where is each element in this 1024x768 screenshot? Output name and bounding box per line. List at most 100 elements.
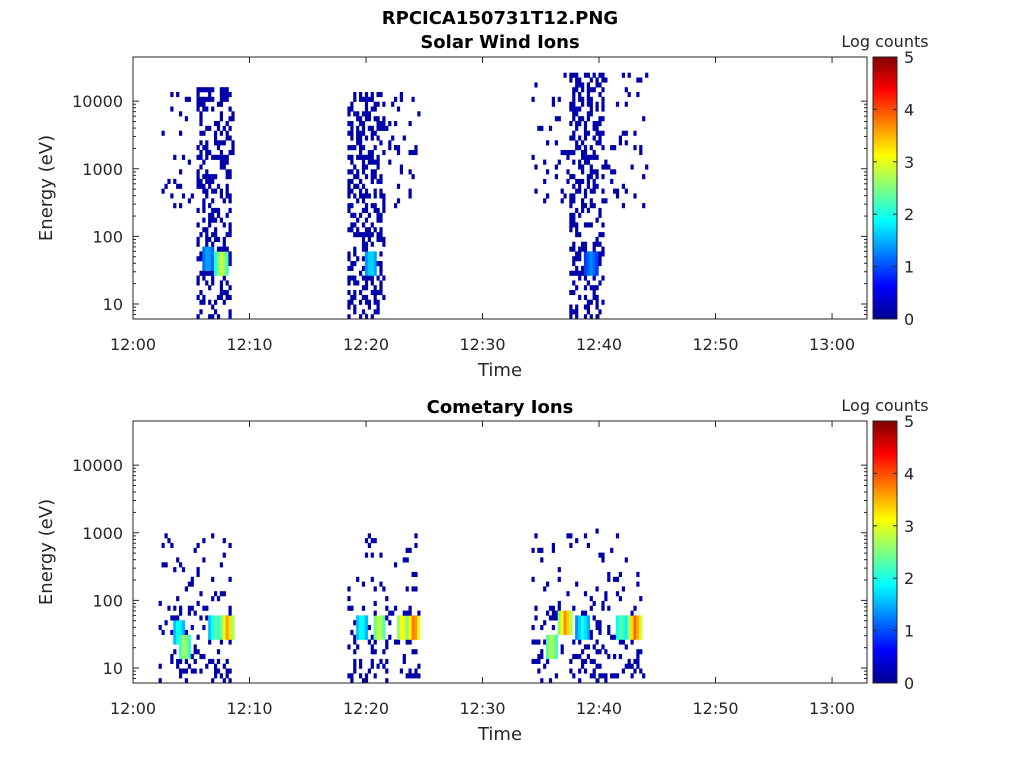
heatmap-cell — [586, 207, 590, 213]
heatmap-cell — [205, 150, 209, 156]
heatmap-cell — [225, 174, 229, 180]
heatmap-cell — [225, 673, 229, 679]
heatmap-cell — [225, 154, 229, 160]
heatmap-cell — [394, 121, 398, 127]
heatmap-cell — [173, 605, 177, 611]
heatmap-cell — [408, 634, 412, 640]
heatmap-cell — [557, 576, 561, 582]
heatmap-cell — [382, 203, 386, 209]
heatmap-cell — [208, 178, 212, 184]
heatmap-cell — [231, 634, 235, 640]
heatmap-cell — [572, 246, 576, 252]
heatmap-cell — [196, 92, 200, 98]
heatmap-cell — [167, 538, 171, 544]
heatmap-cell — [211, 188, 215, 194]
heatmap-cell — [581, 207, 585, 213]
heatmap-cell — [595, 663, 599, 669]
heatmap-cell — [202, 605, 206, 611]
heatmap-cell — [598, 232, 602, 238]
heatmap-cell — [211, 174, 215, 180]
heatmap-cell — [405, 625, 409, 631]
heatmap-cell — [359, 663, 363, 669]
heatmap-cell — [613, 145, 617, 151]
heatmap-cell — [414, 625, 418, 631]
heatmap-cell — [211, 256, 215, 262]
heatmap-cell — [575, 72, 579, 78]
heatmap-cell — [231, 615, 235, 621]
heatmap-cell — [572, 150, 576, 156]
heatmap-cell — [211, 212, 215, 218]
heatmap-cell — [586, 256, 590, 262]
plot-frame — [132, 420, 868, 684]
heatmap-cell — [222, 663, 226, 669]
heatmap-cell — [225, 658, 229, 664]
heatmap-cell — [228, 285, 232, 291]
heatmap-cell — [598, 256, 602, 262]
heatmap-cell — [405, 586, 409, 592]
heatmap-cell — [364, 164, 369, 170]
x-tick-label: 12:10 — [226, 335, 272, 354]
heatmap-cell — [583, 125, 588, 131]
heatmap-cell — [589, 96, 593, 102]
heatmap-cell — [575, 178, 579, 184]
heatmap-cell — [350, 678, 354, 684]
heatmap-cell — [583, 634, 588, 640]
heatmap-cell — [557, 605, 561, 611]
heatmap-cell — [376, 101, 380, 107]
heatmap-cell — [184, 639, 188, 645]
heatmap-cell — [598, 552, 602, 558]
heatmap-cell — [578, 294, 582, 300]
heatmap-cell — [356, 644, 360, 650]
heatmap-cell — [347, 280, 351, 286]
heatmap-cell — [370, 290, 374, 296]
heatmap-cell — [202, 265, 206, 271]
heatmap-cell — [601, 299, 605, 305]
heatmap-cell — [642, 174, 646, 180]
heatmap-cell — [222, 87, 226, 93]
heatmap-cell — [572, 241, 576, 247]
heatmap-cell — [385, 605, 389, 611]
heatmap-cell — [199, 251, 203, 257]
heatmap-cell — [618, 135, 622, 141]
heatmap-cell — [583, 668, 588, 674]
heatmap-cell — [359, 615, 363, 621]
heatmap-cell — [376, 309, 380, 315]
heatmap-cell — [173, 634, 177, 640]
heatmap-cell — [636, 658, 640, 664]
heatmap-cell — [173, 639, 177, 645]
heatmap-cell — [569, 135, 573, 141]
heatmap-cell — [581, 246, 585, 252]
colorbar-tick-label: 0 — [904, 674, 914, 693]
heatmap-cell — [578, 188, 582, 194]
heatmap-cell — [208, 299, 212, 305]
heatmap-cell — [578, 135, 582, 141]
heatmap-cell — [211, 625, 215, 631]
heatmap-cell — [361, 96, 366, 102]
heatmap-cell — [370, 538, 374, 544]
heatmap-cell — [202, 299, 206, 305]
heatmap-cell — [607, 629, 611, 635]
heatmap-cell — [589, 154, 593, 160]
heatmap-cell — [361, 581, 366, 587]
heatmap-cell — [411, 150, 415, 156]
heatmap-cell — [222, 261, 226, 267]
heatmap-cell — [581, 634, 585, 640]
heatmap-cell — [583, 314, 588, 320]
heatmap-cell — [583, 188, 588, 194]
heatmap-cell — [222, 290, 226, 296]
heatmap-cell — [373, 251, 377, 257]
heatmap-cell — [639, 150, 643, 156]
heatmap-cell — [589, 314, 593, 320]
heatmap-cell — [595, 285, 599, 291]
heatmap-cell — [211, 96, 215, 102]
heatmap-cell — [219, 154, 223, 160]
heatmap-cell — [222, 222, 226, 228]
heatmap-cell — [208, 639, 212, 645]
heatmap-cell — [219, 562, 223, 568]
heatmap-cell — [551, 547, 555, 553]
heatmap-cell — [367, 150, 371, 156]
heatmap-cell — [205, 96, 209, 102]
heatmap-cell — [379, 270, 383, 276]
heatmap-cell — [592, 154, 596, 160]
